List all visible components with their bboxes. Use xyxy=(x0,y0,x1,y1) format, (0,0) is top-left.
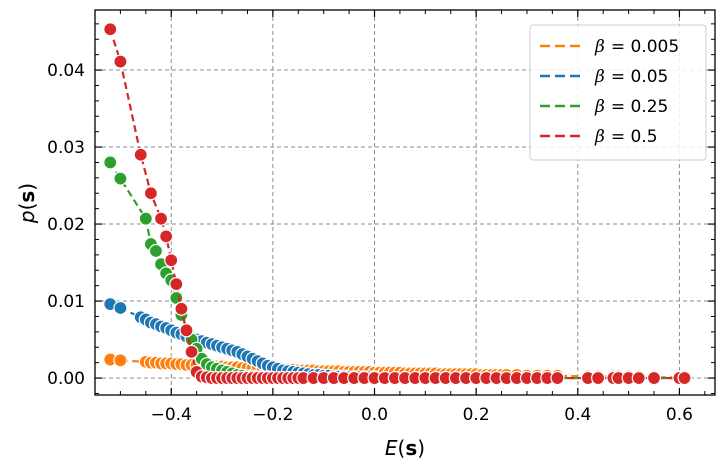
data-point xyxy=(113,300,128,316)
data-point xyxy=(179,323,194,338)
data-point xyxy=(184,344,199,359)
data-point xyxy=(631,370,646,386)
y-axis-label: p(s) xyxy=(15,183,39,224)
data-point xyxy=(591,370,606,386)
legend-label-symbol: β xyxy=(594,97,605,117)
y-tick-label: 0.02 xyxy=(47,215,85,235)
tick-labels: −0.4 −0.2 0.0 0.2 0.4 0.6 0.00 0.01 0.02 0.03 0.04 xyxy=(47,61,693,425)
legend-label-symbol: β xyxy=(594,37,605,57)
y-tick-label: 0.03 xyxy=(47,138,85,158)
legend-label: β = 0.05 xyxy=(594,67,668,87)
data-point xyxy=(153,211,169,226)
series-3 xyxy=(103,22,692,386)
data-point xyxy=(174,301,189,316)
y-axis-label-open-paren: ( xyxy=(15,203,39,211)
x-tick-label: −0.2 xyxy=(252,405,293,425)
legend-label-value: = 0.25 xyxy=(611,97,669,117)
y-tick-label: 0.04 xyxy=(47,61,85,81)
legend-label-value: = 0.05 xyxy=(611,67,669,87)
data-point xyxy=(113,353,128,368)
data-point xyxy=(550,370,565,386)
data-point xyxy=(103,155,118,170)
data-point xyxy=(113,54,128,69)
legend-label-value: = 0.005 xyxy=(611,37,679,57)
x-tick-label: 0.2 xyxy=(463,405,490,425)
x-axis-label-argument: s xyxy=(405,436,417,460)
x-axis-label-open-paren: ( xyxy=(398,436,406,460)
data-point xyxy=(148,243,164,259)
x-tick-label: −0.4 xyxy=(151,405,192,425)
x-tick-label: 0.0 xyxy=(361,405,388,425)
legend-label-symbol: β xyxy=(594,67,605,87)
data-point xyxy=(164,253,179,268)
y-axis-label-close-paren: ) xyxy=(15,183,39,191)
data-point xyxy=(169,277,184,292)
data-point xyxy=(677,370,692,386)
plot-frame xyxy=(94,9,716,396)
legend-label: β = 0.25 xyxy=(594,97,668,117)
x-axis-label-symbol: E xyxy=(385,436,398,460)
y-tick-label: 0.00 xyxy=(47,369,85,389)
y-tick-label: 0.01 xyxy=(47,292,85,312)
x-axis-label-close-paren: ) xyxy=(417,436,425,460)
data-point xyxy=(113,171,128,186)
legend-label: β = 0.005 xyxy=(594,37,679,57)
ticks xyxy=(94,10,715,395)
legend-box xyxy=(529,24,707,161)
data-point xyxy=(143,186,159,201)
data-point xyxy=(138,211,153,226)
legend: β = 0.005 β = 0.05 β = 0.25 β = 0.5 xyxy=(529,24,707,161)
data-point xyxy=(159,229,174,244)
x-tick-label: 0.6 xyxy=(666,405,693,425)
legend-label-value: = 0.5 xyxy=(611,127,658,147)
data-point xyxy=(103,22,118,37)
data-point xyxy=(646,370,662,386)
legend-label-symbol: β xyxy=(594,127,605,147)
y-axis-label-symbol: p xyxy=(15,210,39,224)
y-axis-label-argument: s xyxy=(15,191,39,203)
x-tick-label: 0.4 xyxy=(564,405,591,425)
series-layer xyxy=(103,22,692,386)
legend-label: β = 0.5 xyxy=(594,127,658,147)
data-point xyxy=(133,147,148,162)
x-axis-label: E(s) xyxy=(385,436,425,460)
